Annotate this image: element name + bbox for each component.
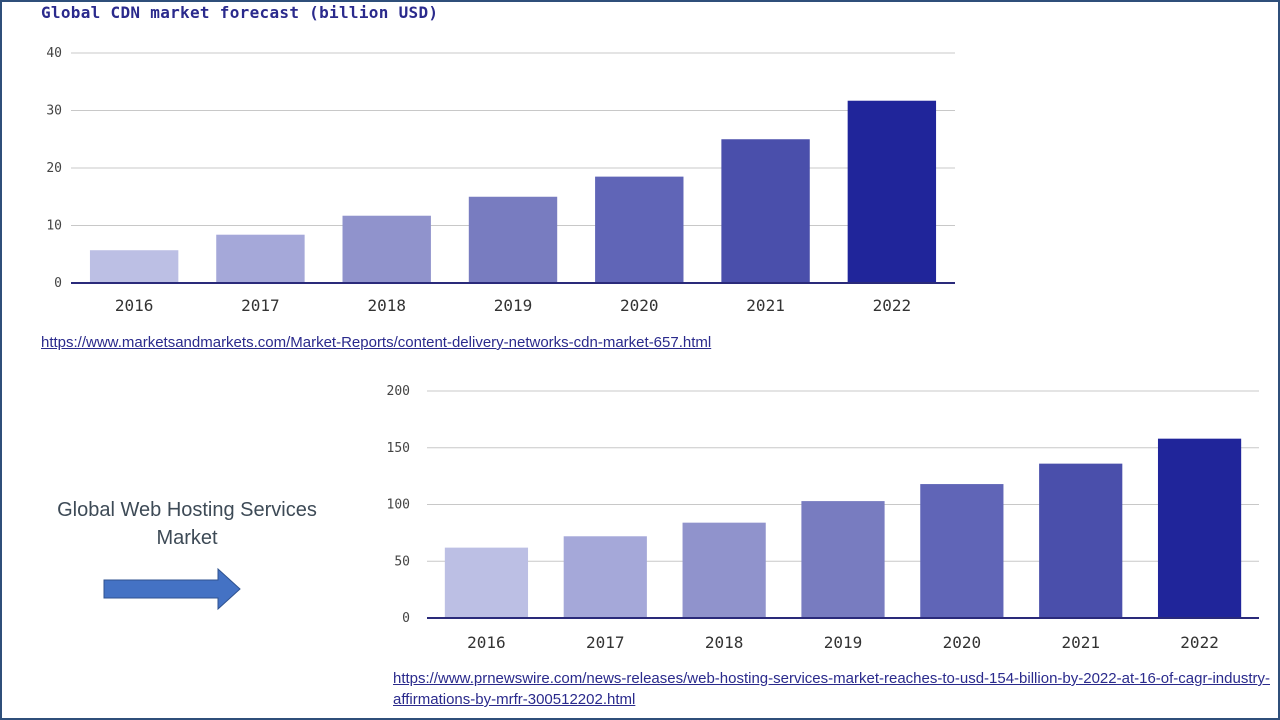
x-tick-label: 2020 xyxy=(943,633,982,652)
bar-2019 xyxy=(468,196,558,283)
x-tick-label: 2021 xyxy=(746,296,785,315)
bar-2020 xyxy=(595,176,684,283)
x-tick-label: 2018 xyxy=(705,633,744,652)
bar-2017 xyxy=(216,234,305,283)
y-tick-label: 0 xyxy=(54,276,62,291)
x-tick-label: 2021 xyxy=(1061,633,1100,652)
y-tick-label: 20 xyxy=(46,161,62,176)
x-tick-label: 2017 xyxy=(241,296,280,315)
web-hosting-source-link[interactable]: https://www.prnewswire.com/news-releases… xyxy=(393,670,1270,708)
bar-2021 xyxy=(1039,463,1123,618)
x-tick-label: 2016 xyxy=(115,296,154,315)
y-tick-label: 30 xyxy=(46,104,62,119)
x-tick-label: 2019 xyxy=(494,296,533,315)
bar-2016 xyxy=(89,250,179,283)
bar-2018 xyxy=(342,215,431,283)
bar-2016 xyxy=(444,547,529,618)
y-tick-label: 50 xyxy=(394,554,410,569)
web-hosting-market-chart: 0 50 100 150 200 2016 2017 2018 2019 2020 2021 2022 xyxy=(387,384,1259,652)
bar-2018 xyxy=(682,522,766,618)
x-tick-label: 2022 xyxy=(1180,633,1219,652)
x-tick-label: 2022 xyxy=(873,296,912,315)
cdn-market-chart: 0 10 20 30 40 2016 2017 2018 2019 2020 2021 2022 xyxy=(46,46,955,315)
y-tick-label: 100 xyxy=(387,498,410,513)
x-tick-label: 2017 xyxy=(586,633,625,652)
cdn-source-link[interactable]: https://www.marketsandmarkets.com/Market… xyxy=(41,334,712,351)
bar-2021 xyxy=(721,139,810,283)
x-tick-label: 2016 xyxy=(467,633,506,652)
bar-2019 xyxy=(801,501,885,618)
x-tick-label: 2018 xyxy=(367,296,406,315)
bar-2020 xyxy=(920,484,1004,618)
y-tick-label: 0 xyxy=(402,611,410,626)
x-tick-label: 2019 xyxy=(824,633,863,652)
bar-2022 xyxy=(1157,438,1242,618)
x-tick-label: 2020 xyxy=(620,296,659,315)
chart-title: Global CDN market forecast (billion USD) xyxy=(41,3,439,22)
y-tick-label: 40 xyxy=(46,46,62,61)
y-tick-label: 10 xyxy=(46,219,62,234)
web-hosting-label: Global Web Hosting Services Market xyxy=(57,499,317,549)
y-tick-label: 150 xyxy=(387,441,410,456)
bar-2022 xyxy=(847,100,937,283)
right-arrow-icon xyxy=(103,567,241,611)
y-tick-label: 200 xyxy=(387,384,410,399)
bar-2017 xyxy=(563,536,647,618)
